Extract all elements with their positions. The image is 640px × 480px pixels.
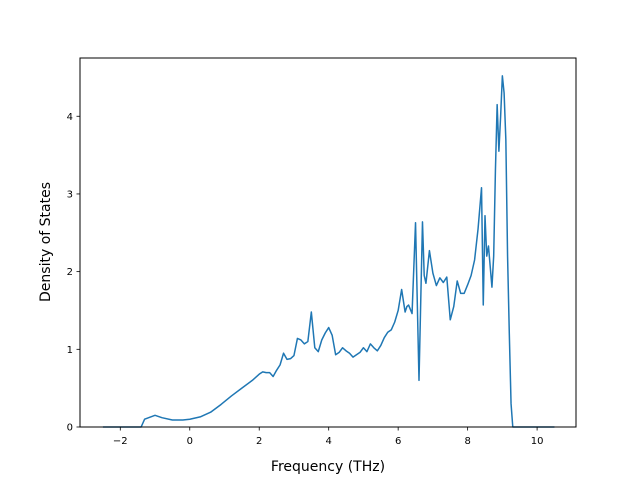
x-tick-label: 6 bbox=[395, 436, 401, 447]
plot-frame bbox=[79, 57, 577, 428]
x-tick-label: −2 bbox=[113, 436, 128, 447]
x-axis: −2 0 2 4 6 8 10 bbox=[113, 427, 544, 447]
y-tick-label: 4 bbox=[67, 112, 73, 123]
y-tick-label: 3 bbox=[67, 189, 73, 200]
y-axis-label: Density of States bbox=[38, 182, 54, 302]
dos-series-line-0 bbox=[102, 75, 555, 428]
y-tick-label: 2 bbox=[67, 267, 73, 278]
x-tick-label: 10 bbox=[531, 436, 544, 447]
x-tick-label: 0 bbox=[187, 436, 193, 447]
y-tick-label: 0 bbox=[67, 423, 73, 434]
x-tick-label: 8 bbox=[464, 436, 470, 447]
y-axis: 0 1 2 3 4 bbox=[67, 112, 80, 434]
x-tick-label: 4 bbox=[326, 436, 332, 447]
y-tick-label: 1 bbox=[67, 345, 73, 356]
x-axis-label: Frequency (THz) bbox=[271, 459, 385, 475]
x-tick-label: 2 bbox=[256, 436, 262, 447]
